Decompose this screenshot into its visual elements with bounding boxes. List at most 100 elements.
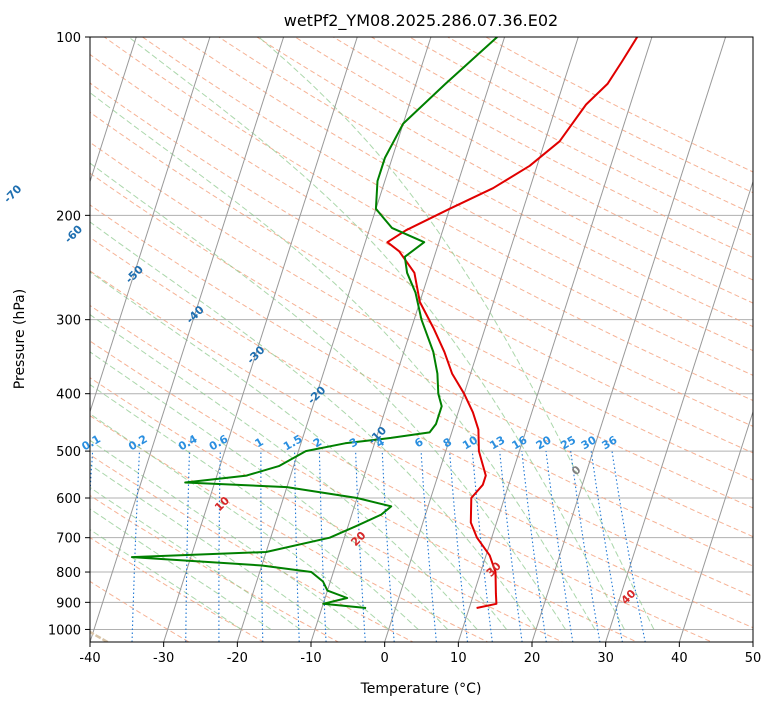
dry-adiabat-line — [484, 37, 753, 173]
dry-adiabat-line — [179, 37, 753, 352]
dry-adiabat-line — [90, 340, 639, 642]
moist-adiabat-line — [90, 384, 419, 630]
x-tick-label: 50 — [745, 651, 762, 666]
x-tick-label: 40 — [671, 651, 688, 666]
dry-adiabat-label: 20 — [348, 529, 368, 549]
mixing-ratio-label: 0.2 — [126, 432, 149, 453]
moist-adiabat-line — [90, 528, 242, 630]
mixing-ratio-label: 3 — [347, 435, 360, 450]
x-axis-label: Temperature (°C) — [360, 681, 482, 697]
dry-adiabat-line — [256, 37, 753, 304]
isotherm-label: -40 — [184, 303, 207, 326]
moist-adiabat-line — [90, 92, 596, 630]
y-tick-label: 500 — [56, 445, 81, 460]
mixing-ratio-line — [545, 451, 574, 642]
dry-adiabat-line — [90, 82, 753, 454]
moist-adiabat-line — [90, 314, 478, 630]
isotherm-label: -30 — [244, 343, 267, 366]
x-tick-label: -40 — [79, 651, 100, 666]
isotherm-line — [163, 37, 358, 642]
mixing-ratio-line — [355, 451, 366, 642]
dry-adiabat-line — [90, 236, 753, 598]
y-tick-label: 300 — [56, 314, 81, 329]
x-tick-label: -30 — [153, 651, 174, 666]
profiles — [130, 37, 639, 609]
moist-adiabat-line — [128, 37, 625, 630]
isotherm-line — [384, 37, 579, 642]
moist-adiabat-label: 0 — [569, 463, 583, 478]
y-tick-label: 400 — [56, 388, 81, 403]
mixing-ratio-line — [499, 451, 523, 642]
dry-adiabat-line — [446, 37, 753, 194]
mixing-ratio-label: 20 — [534, 433, 554, 452]
chart-title: wetPf2_YM08.2025.286.07.36.E02 — [284, 11, 558, 31]
dewpoint-profile-line — [130, 37, 498, 609]
mixing-ratio-line — [185, 451, 191, 642]
isotherm-line — [678, 410, 753, 642]
moist-adiabat-line — [90, 351, 448, 630]
x-axis-ticks: -40 -30 -20 -10 0 10 20 30 40 50 — [79, 642, 761, 666]
mixing-ratio-line — [260, 451, 264, 642]
mixing-ratio-line — [590, 451, 623, 642]
background-lines — [90, 37, 753, 642]
dry-adiabat-line — [141, 37, 753, 376]
dry-adiabat-line — [217, 37, 753, 328]
dry-adiabat-line — [294, 37, 753, 281]
mixing-ratio-line — [381, 451, 395, 642]
dry-adiabat-line — [90, 141, 753, 509]
dry-adiabat-line — [370, 37, 753, 236]
isotherm-label: -10 — [366, 424, 389, 447]
dry-adiabat-label: 30 — [484, 559, 504, 579]
mixing-ratio-line — [318, 451, 327, 642]
mixing-ratio-line — [570, 451, 601, 642]
mixing-ratio-line — [131, 451, 141, 642]
dry-adiabat-label: 40 — [619, 587, 639, 607]
y-tick-label: 600 — [56, 492, 81, 507]
mixing-ratio-label: 36 — [600, 433, 620, 452]
moist-adiabat-line — [90, 486, 301, 630]
dry-adiabat-line — [408, 37, 753, 215]
y-axis-label: Pressure (hPa) — [12, 289, 28, 389]
mixing-ratio-label: 8 — [441, 435, 454, 450]
mixing-ratio-line — [471, 451, 493, 642]
mixing-ratio-label: 25 — [558, 433, 578, 452]
mixing-ratio-line — [90, 451, 94, 502]
mixing-ratio-line — [449, 451, 469, 642]
dry-adiabat-line — [90, 111, 753, 481]
mixing-ratio-line — [521, 451, 547, 642]
dry-adiabat-line — [103, 37, 753, 402]
mixing-ratio-line — [294, 451, 300, 642]
x-tick-label: -20 — [227, 651, 248, 666]
x-tick-label: -10 — [300, 651, 321, 666]
moist-adiabat-line — [90, 413, 390, 630]
dry-adiabat-line — [90, 304, 714, 642]
mixing-ratio-label: 10 — [460, 433, 480, 452]
isotherm-label: -60 — [62, 222, 85, 245]
dry-adiabat-line — [90, 377, 564, 642]
y-tick-label: 900 — [56, 596, 81, 611]
moist-adiabat-line — [90, 162, 566, 630]
mixing-ratio-label: 30 — [579, 433, 599, 452]
moist-adiabat-line — [90, 508, 272, 630]
mixing-ratio-line — [611, 451, 646, 642]
isotherm-line — [90, 37, 137, 184]
y-tick-label: 100 — [56, 31, 81, 46]
dry-adiabat-line — [90, 454, 415, 642]
y-tick-label: 1000 — [48, 623, 81, 638]
x-tick-label: 10 — [450, 651, 467, 666]
x-tick-label: 30 — [597, 651, 614, 666]
isotherm-line — [531, 37, 727, 642]
moist-adiabat-line — [90, 271, 507, 630]
y-tick-label: 200 — [56, 209, 81, 224]
moist-adiabat-line — [90, 221, 537, 630]
mixing-ratio-label: 1.5 — [281, 432, 304, 453]
mixing-ratio-line — [420, 451, 437, 642]
x-tick-label: 20 — [524, 651, 541, 666]
isotherm-line — [605, 179, 753, 642]
isotherm-label: -70 — [1, 182, 24, 205]
dry-adiabat-line — [90, 53, 753, 427]
y-tick-label: 800 — [56, 566, 81, 581]
mixing-ratio-label: 0.4 — [176, 432, 200, 453]
mixing-ratio-label: 1 — [253, 435, 266, 450]
moist-adiabat-line — [90, 464, 331, 630]
